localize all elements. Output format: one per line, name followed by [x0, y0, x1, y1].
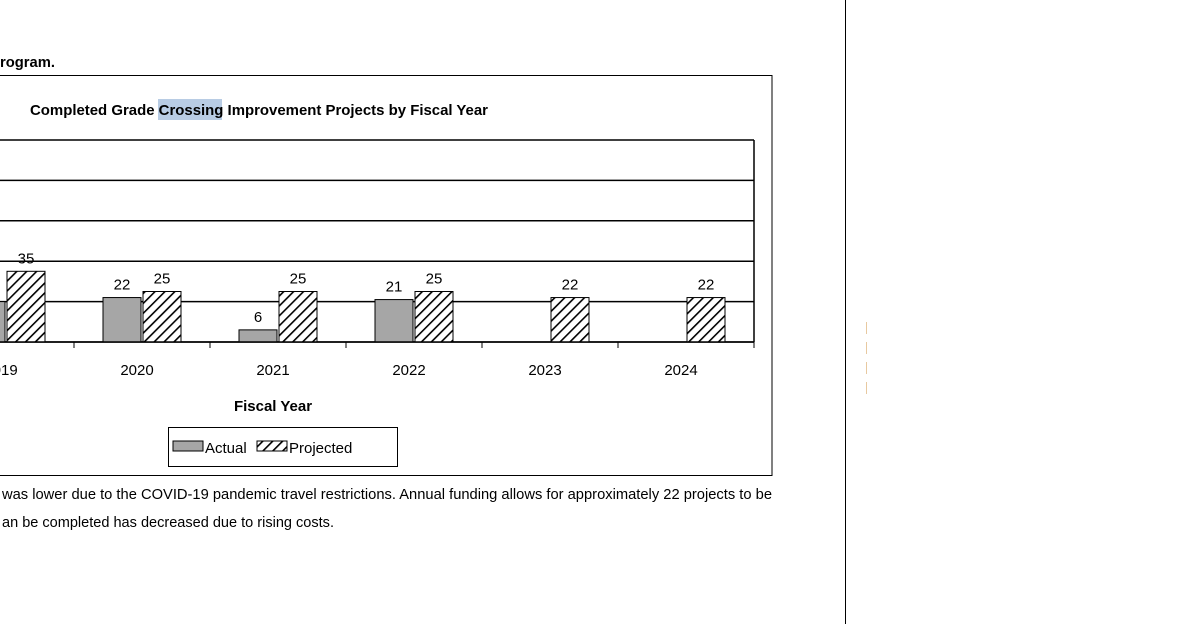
- value-label: 35: [18, 250, 35, 267]
- bar: [0, 301, 6, 343]
- legend-label: Actual: [205, 440, 247, 457]
- x-tick-label: 2021: [256, 362, 289, 379]
- bar: [102, 297, 142, 343]
- x-tick-label: 2022: [392, 362, 425, 379]
- bar: [142, 291, 182, 343]
- x-axis-title: Fiscal Year: [234, 398, 312, 415]
- search-highlight: [158, 99, 222, 120]
- footnote-line: an be completed has decreased due to ris…: [2, 514, 334, 531]
- bar: [238, 329, 278, 343]
- value-label: 25: [290, 271, 307, 288]
- value-label: 22: [562, 277, 579, 294]
- bar: [278, 291, 318, 343]
- value-label: 21: [386, 279, 403, 296]
- legend-label: Projected: [289, 440, 352, 457]
- intro-text: rogram.: [0, 54, 55, 71]
- value-label: 22: [114, 277, 131, 294]
- legend-items: Actual Projected: [172, 440, 352, 457]
- legend-swatch: [256, 440, 288, 452]
- bar: [6, 270, 46, 343]
- chart-frame: [0, 75, 773, 476]
- value-label: 25: [154, 271, 171, 288]
- value-label: 22: [698, 277, 715, 294]
- bar: [686, 297, 726, 343]
- chart-title: Completed Grade Crossing Improvement Pro…: [30, 102, 488, 119]
- bar: [374, 299, 414, 343]
- x-tick-label: 2019: [0, 362, 18, 379]
- footnote-line: was lower due to the COVID-19 pandemic t…: [1, 486, 772, 503]
- x-tick-label: 2020: [120, 362, 153, 379]
- legend-swatch: [172, 440, 204, 452]
- value-label: 25: [426, 271, 443, 288]
- x-tick-label: 2024: [664, 362, 697, 379]
- plot-area: 0204060801002019203520202225202162520222…: [0, 139, 755, 379]
- bar: [550, 297, 590, 343]
- value-label: 6: [254, 309, 262, 326]
- bar: [414, 291, 454, 343]
- x-tick-label: 2023: [528, 362, 561, 379]
